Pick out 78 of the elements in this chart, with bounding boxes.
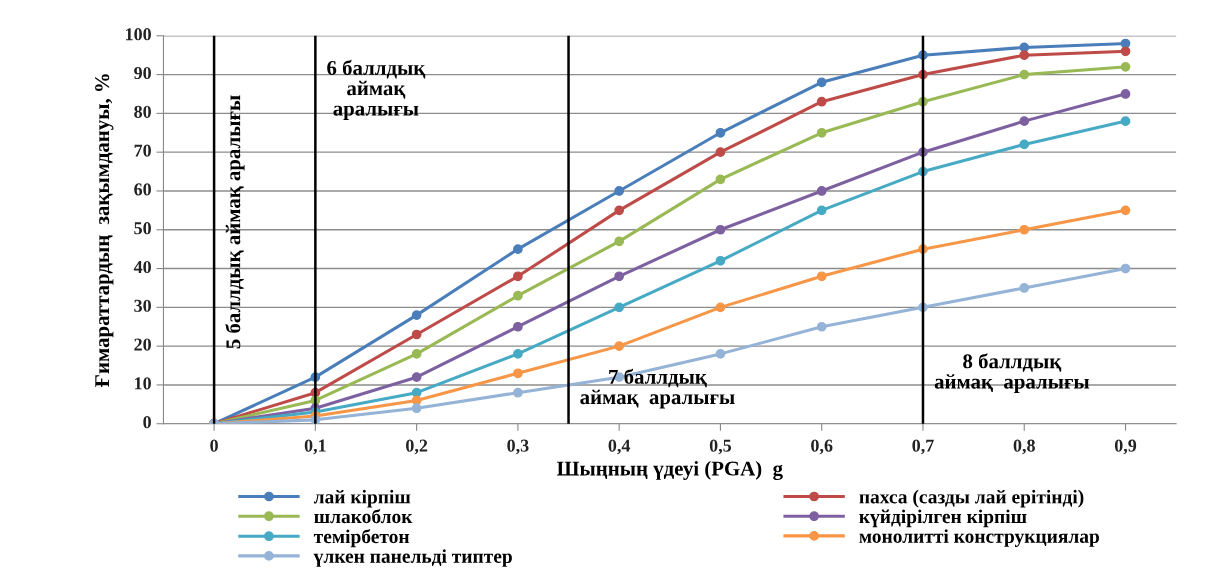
point [816,186,827,196]
point [715,255,726,266]
x-tick-label: 0,7 [912,439,934,455]
point [715,224,726,235]
point [513,321,523,332]
point [816,127,827,138]
point [715,349,726,359]
point [1120,46,1131,57]
legend-label: шлакоблок [314,509,413,524]
x-tick-label: 0,4 [608,439,631,455]
point [1120,89,1131,99]
point [715,302,726,313]
x-tick-label: 0,2 [406,439,428,455]
point [816,271,827,282]
y-tick-label: 20 [134,338,151,351]
y-tick-label: 30 [134,299,151,312]
point [1019,283,1030,293]
point [715,127,726,138]
y-axis-title: Ғимараттардың зақымдануы, % [95,74,114,387]
point [513,349,523,359]
y-tick-label: 70 [134,144,151,157]
point [411,403,422,414]
x-tick-label: 0,5 [709,439,732,455]
point [1120,61,1131,72]
ref-line-label: 8 баллдық аймақ аралығы [934,353,1090,393]
y-tick-label: 0 [143,416,151,429]
x-tick-label: 0,9 [1114,439,1137,455]
point [614,205,625,216]
point [816,96,827,107]
point [614,236,625,247]
x-tick-label: 0,1 [304,439,326,455]
point [816,321,827,332]
point [1120,116,1131,126]
point [1019,116,1030,126]
point [715,174,726,185]
ref-line-label: 7 баллдық аймақ аралығы [580,368,735,409]
point [614,271,625,282]
point [614,186,625,196]
y-tick-label: 50 [134,222,151,235]
y-tick-label: 90 [134,66,151,80]
point [411,349,422,359]
point [614,302,625,313]
ref-line-label: 5 баллдық аймақ аралығы [225,95,245,349]
point [1120,205,1131,216]
point [411,310,422,320]
ref-line-label: 6 баллдық аймақ аралығы [327,59,426,120]
legend-label: пахса (сазды лай ерітінді) [859,489,1084,508]
point [513,290,523,301]
y-tick-label: 40 [133,260,151,274]
x-tick-label: 0 [210,439,218,452]
point [1019,50,1030,61]
x-axis-title: Шыңның үдеуі (PGA) g [556,460,783,480]
x-tick-label: 0,3 [507,439,529,455]
legend-label: үлкен панельді типтер [313,549,512,567]
legend-label: күйдірілген кірпіш [859,509,1027,528]
point [513,244,523,255]
point [411,329,422,340]
point [816,77,827,88]
y-tick-label: 60 [134,183,151,196]
point [1019,139,1030,150]
point [513,271,523,282]
x-tick-label: 0,8 [1013,439,1035,455]
point [614,341,625,352]
point [411,372,422,383]
point [1019,69,1030,80]
point [513,368,523,379]
point [513,387,523,398]
point [1019,224,1030,235]
point [816,205,827,216]
point [1120,263,1131,274]
y-tick-label: 100 [126,28,151,41]
y-tick-label: 10 [135,377,151,390]
legend-label: темірбетон [313,529,410,548]
x-tick-label: 0,6 [811,439,833,455]
legend-label: лай кірпіш [313,489,411,508]
y-tick-label: 80 [134,105,151,118]
legend-label: монолитті конструкциялар [859,529,1100,547]
point [715,147,726,158]
